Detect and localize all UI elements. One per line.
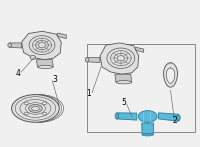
Polygon shape xyxy=(87,57,100,63)
Ellipse shape xyxy=(24,112,29,115)
Circle shape xyxy=(30,55,36,60)
Polygon shape xyxy=(117,113,137,120)
Polygon shape xyxy=(10,43,22,48)
Text: 3: 3 xyxy=(53,75,58,84)
Polygon shape xyxy=(100,43,139,74)
Bar xyxy=(87,44,195,132)
Polygon shape xyxy=(159,113,178,121)
Ellipse shape xyxy=(42,112,47,115)
Polygon shape xyxy=(57,33,66,39)
Ellipse shape xyxy=(38,65,53,69)
Polygon shape xyxy=(164,63,177,87)
Polygon shape xyxy=(115,74,132,82)
Polygon shape xyxy=(142,123,154,135)
Ellipse shape xyxy=(24,102,29,105)
Ellipse shape xyxy=(142,133,153,136)
Ellipse shape xyxy=(116,81,132,84)
Ellipse shape xyxy=(115,113,119,119)
Ellipse shape xyxy=(32,106,39,111)
Text: 5: 5 xyxy=(121,98,126,107)
Ellipse shape xyxy=(138,111,157,122)
Polygon shape xyxy=(166,68,175,83)
Polygon shape xyxy=(22,31,61,60)
Ellipse shape xyxy=(29,104,42,112)
Polygon shape xyxy=(36,60,53,67)
Ellipse shape xyxy=(177,115,180,121)
Ellipse shape xyxy=(12,95,59,122)
Ellipse shape xyxy=(85,57,89,62)
Ellipse shape xyxy=(42,102,47,105)
Text: 1: 1 xyxy=(87,89,91,98)
Text: 4: 4 xyxy=(15,69,20,78)
Polygon shape xyxy=(136,47,144,52)
Ellipse shape xyxy=(8,43,11,47)
Text: 2: 2 xyxy=(172,116,177,125)
